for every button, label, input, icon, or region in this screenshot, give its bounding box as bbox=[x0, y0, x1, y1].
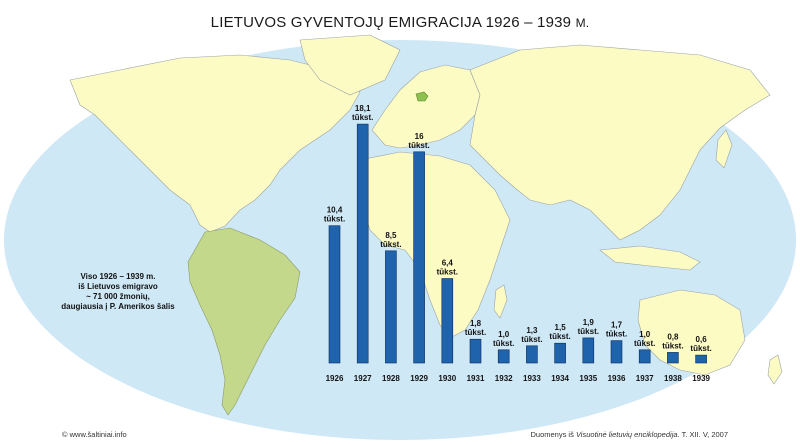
bar-1932 bbox=[497, 349, 510, 364]
value-label-1928: 8,5 bbox=[385, 231, 397, 240]
value-label-1927: 18,1 bbox=[355, 104, 371, 113]
chart-title-suffix: M. bbox=[575, 16, 590, 30]
bar-1936 bbox=[610, 340, 623, 364]
north-america-land bbox=[69, 54, 361, 233]
chart-title: LIETUVOS GYVENTOJŲ EMIGRACIJA 1926 – 193… bbox=[0, 14, 800, 31]
unit-label-1926: tūkst. bbox=[324, 215, 345, 224]
south-america-land bbox=[187, 227, 301, 416]
asia-land bbox=[469, 44, 771, 241]
value-labels: 10,4tūkst.18,1tūkst.8,5tūkst.16tūkst.6,4… bbox=[324, 104, 712, 353]
madagascar-land bbox=[493, 284, 508, 319]
indonesia-land bbox=[599, 245, 701, 271]
bar-1926 bbox=[328, 225, 341, 364]
year-label-1937: 1937 bbox=[636, 374, 654, 383]
unit-label-1934: tūkst. bbox=[549, 332, 570, 341]
value-label-1932: 1,0 bbox=[498, 330, 510, 339]
greenland-land bbox=[299, 34, 401, 96]
bar-1928 bbox=[385, 250, 397, 364]
bar-1933 bbox=[526, 345, 538, 364]
bar-1934 bbox=[554, 342, 566, 364]
unit-label-1936: tūkst. bbox=[606, 330, 627, 339]
value-label-1938: 0,8 bbox=[667, 332, 679, 341]
unit-label-1937: tūkst. bbox=[634, 339, 655, 348]
summary-note: Viso 1926 – 1939 m. iš Lietuvos emigravo… bbox=[48, 272, 188, 312]
new-zealand-land bbox=[767, 354, 783, 385]
unit-label-1932: tūkst. bbox=[493, 339, 514, 348]
bar-1929 bbox=[413, 151, 425, 364]
unit-label-1927: tūkst. bbox=[352, 113, 373, 122]
value-label-1926: 10,4 bbox=[327, 206, 343, 215]
year-label-1934: 1934 bbox=[551, 374, 569, 383]
value-label-1939: 0,6 bbox=[696, 335, 708, 344]
lithuania-land bbox=[415, 91, 429, 102]
bar-1938 bbox=[667, 352, 679, 364]
year-label-1930: 1930 bbox=[438, 374, 456, 383]
value-label-1933: 1,3 bbox=[526, 326, 538, 335]
year-label-1933: 1933 bbox=[523, 374, 541, 383]
year-label-1935: 1935 bbox=[579, 374, 597, 383]
year-labels: 1926 1927 1928 1929 1930 1931 1932 1933 1934 1935… bbox=[326, 374, 711, 383]
year-label-1926: 1926 bbox=[326, 374, 344, 383]
source-prefix: Duomenys iš bbox=[530, 430, 576, 439]
chart-title-main: LIETUVOS GYVENTOJŲ EMIGRACIJA 1926 – 193… bbox=[210, 14, 572, 31]
australia-land bbox=[637, 289, 746, 376]
value-label-1929: 16 bbox=[415, 132, 424, 141]
year-label-1936: 1936 bbox=[608, 374, 626, 383]
summary-note-line: Viso 1926 – 1939 m. bbox=[80, 272, 156, 281]
africa-land bbox=[357, 151, 511, 339]
unit-label-1939: tūkst. bbox=[690, 344, 711, 353]
world-map bbox=[4, 34, 796, 440]
source-suffix: . T. XII. V, 2007 bbox=[677, 430, 728, 439]
unit-label-1929: tūkst. bbox=[408, 141, 429, 150]
year-label-1939: 1939 bbox=[692, 374, 710, 383]
bar-1937 bbox=[638, 349, 651, 364]
value-label-1930: 6,4 bbox=[442, 259, 454, 268]
year-label-1931: 1931 bbox=[467, 374, 485, 383]
year-label-1927: 1927 bbox=[354, 374, 372, 383]
bar-series bbox=[328, 123, 707, 364]
copyright-text: © www.šaltiniai.info bbox=[62, 430, 127, 439]
bar-1927 bbox=[356, 123, 369, 364]
source-text: Duomenys iš Visuotinė lietuvių enciklope… bbox=[531, 430, 729, 439]
unit-label-1930: tūkst. bbox=[437, 268, 458, 277]
unit-label-1933: tūkst. bbox=[521, 335, 542, 344]
bar-1935 bbox=[582, 337, 595, 364]
summary-note-line: ~ 71 000 žmonių, bbox=[86, 292, 150, 301]
unit-label-1938: tūkst. bbox=[662, 341, 683, 350]
bar-1930 bbox=[441, 278, 454, 364]
value-label-1935: 1,9 bbox=[583, 318, 595, 327]
year-label-1932: 1932 bbox=[495, 374, 513, 383]
year-label-1928: 1928 bbox=[382, 374, 400, 383]
value-label-1937: 1,0 bbox=[639, 330, 651, 339]
bar-1931 bbox=[469, 338, 482, 364]
value-label-1931: 1,8 bbox=[470, 319, 482, 328]
year-label-1929: 1929 bbox=[410, 374, 428, 383]
unit-label-1928: tūkst. bbox=[380, 240, 401, 249]
year-label-1938: 1938 bbox=[664, 374, 682, 383]
summary-note-line: iš Lietuvos emigravo bbox=[78, 282, 158, 291]
value-label-1934: 1,5 bbox=[555, 323, 567, 332]
unit-label-1931: tūkst. bbox=[465, 328, 486, 337]
japan-land bbox=[715, 129, 733, 169]
source-title: Visuotinė lietuvių enciklopedija bbox=[575, 430, 678, 439]
value-label-1936: 1,7 bbox=[611, 321, 623, 330]
bar-1939 bbox=[695, 354, 707, 364]
unit-label-1935: tūkst. bbox=[578, 327, 599, 336]
summary-note-line: daugiausia į P. Amerikos šalis bbox=[61, 302, 175, 311]
